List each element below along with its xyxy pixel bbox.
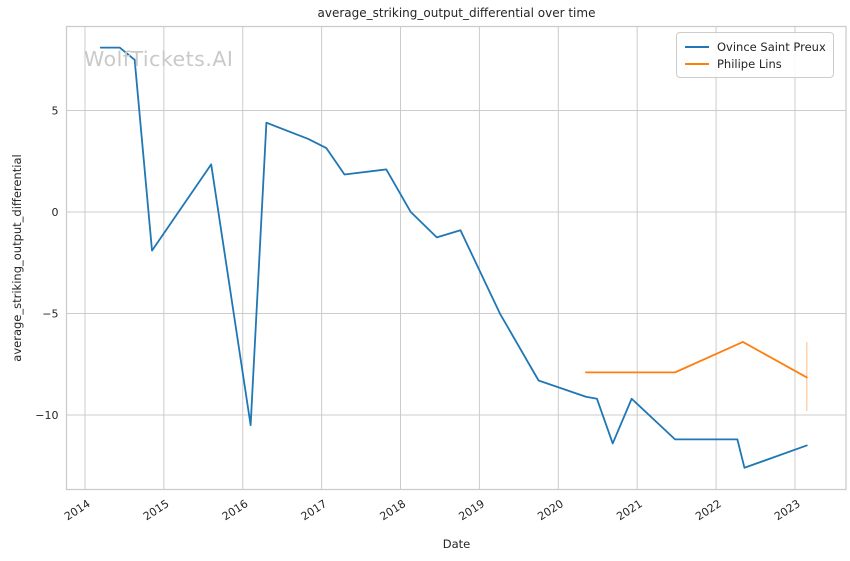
x-tick-label: 2016	[220, 497, 251, 523]
x-tick-label: 2020	[535, 497, 566, 523]
series-line-ovince-saint-preux	[99, 46, 808, 469]
plot-border	[65, 25, 847, 491]
x-tick-label: 2019	[456, 497, 487, 523]
legend-item-philipe-lins: Philipe Lins	[685, 55, 825, 72]
watermark: WolfTickets.AI	[84, 47, 234, 71]
y-axis-label: average_striking_output_differential	[10, 154, 24, 362]
x-axis-label: Date	[442, 537, 471, 551]
series-line-philipe-lins	[585, 341, 808, 379]
legend-line-swatch	[685, 45, 709, 48]
y-tick-label: 5	[52, 105, 59, 118]
x-tick-label: 2015	[141, 497, 172, 523]
x-tick-label: 2021	[614, 497, 645, 523]
x-tick-label: 2023	[772, 497, 803, 523]
x-tick-label: 2017	[299, 497, 330, 523]
x-tick-label: 2014	[62, 497, 93, 523]
y-tick-label: −10	[35, 409, 58, 422]
y-tick-label: 0	[52, 206, 59, 219]
legend-item-ovince-saint-preux: Ovince Saint Preux	[685, 38, 826, 55]
y-tick-label: −5	[42, 308, 58, 321]
chart-title: average_striking_output_differential ove…	[317, 6, 596, 20]
legend-label: Philipe Lins	[717, 56, 782, 71]
legend-line-swatch	[685, 62, 709, 65]
x-tick-label: 2022	[693, 497, 724, 523]
x-tick-label: 2018	[378, 497, 409, 523]
legend: Ovince Saint Preux Philipe Lins	[676, 32, 834, 78]
legend-label: Ovince Saint Preux	[717, 39, 826, 54]
